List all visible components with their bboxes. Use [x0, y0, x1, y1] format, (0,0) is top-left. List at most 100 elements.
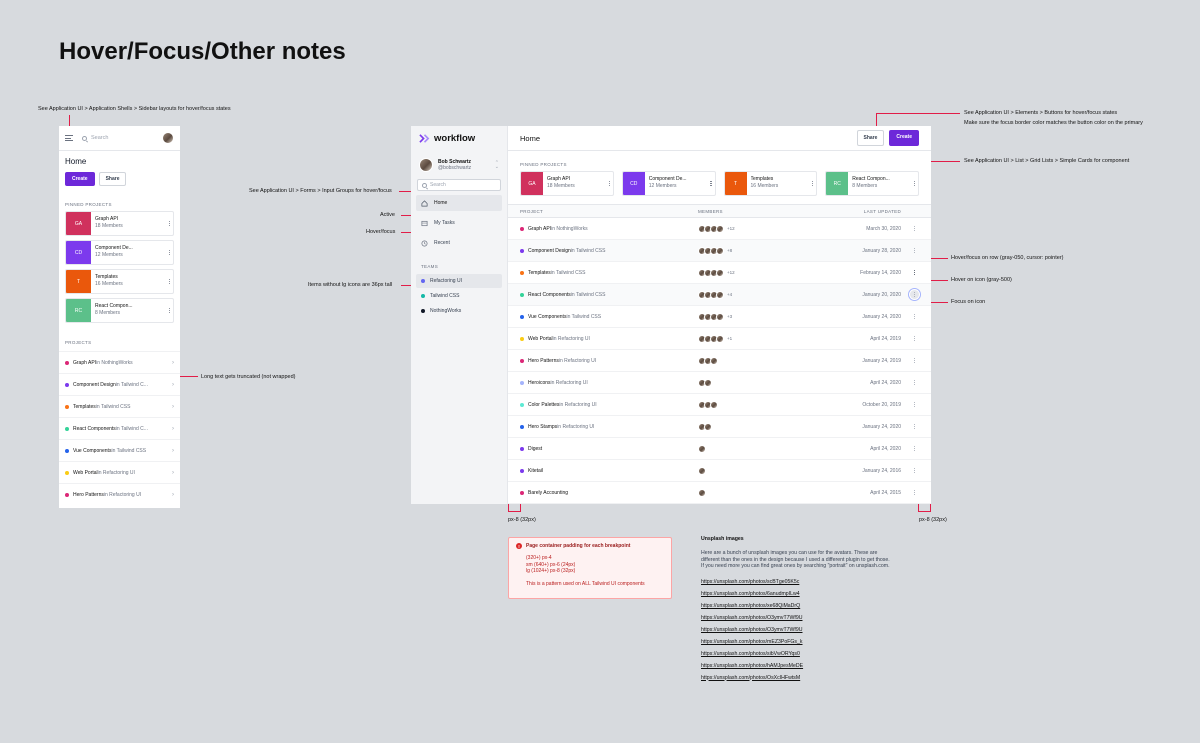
project-color-dot — [65, 360, 69, 365]
unsplash-link[interactable]: https://unsplash.com/photos/xe68QiMaDrQ — [701, 603, 801, 610]
project-name: Component De... — [648, 176, 687, 182]
search-placeholder: Search — [430, 182, 446, 188]
more-options-icon[interactable] — [910, 466, 919, 475]
table-row[interactable]: Component Design in Tailwind CSS +8 Januar… — [508, 240, 931, 262]
table-row[interactable]: Kitetail January 24, 2016 — [508, 460, 931, 482]
members-cell — [698, 400, 798, 409]
project-color-dot — [520, 292, 524, 297]
user-menu[interactable]: Bob Schwartz @bobschwartz ⌃ ⌄ — [411, 151, 507, 172]
list-item[interactable]: Component Design in Tailwind C... › — [59, 373, 180, 395]
more-options-icon[interactable] — [708, 172, 715, 195]
nav-item-my-tasks[interactable]: My Tasks — [416, 215, 502, 231]
list-item[interactable]: Templates in Tailwind CSS › — [59, 395, 180, 417]
more-options-icon[interactable] — [910, 224, 919, 233]
more-options-icon[interactable] — [809, 172, 816, 195]
project-members-count: 16 Members — [95, 281, 123, 287]
more-options-icon[interactable] — [606, 172, 613, 195]
sidebar-team-item[interactable]: Tailwind CSS — [416, 289, 502, 303]
search-input[interactable]: Search — [82, 135, 162, 141]
list-item[interactable]: Hero Patterns in Refactoring UI › — [59, 483, 180, 505]
share-button[interactable]: Share — [98, 172, 127, 186]
list-item[interactable]: Graph API in NothingWorks › — [59, 351, 180, 373]
nav-label: My Tasks — [434, 220, 455, 226]
table-row[interactable]: Barely Accounting April 24, 2015 — [508, 482, 931, 504]
more-options-icon[interactable] — [166, 212, 173, 235]
create-button[interactable]: Create — [889, 130, 919, 146]
table-row[interactable]: Digest April 24, 2020 — [508, 438, 931, 460]
table-row[interactable]: Hero Patterns in Refactoring UI January 2… — [508, 350, 931, 372]
more-options-icon[interactable] — [166, 270, 173, 293]
pinned-project-card[interactable]: RC React Compon... 8 Members — [65, 298, 174, 323]
table-row[interactable]: React Components in Tailwind CSS +4 Januar… — [508, 284, 931, 306]
unsplash-link[interactable]: https://unsplash.com/photos/O3ymvT7Wf9U — [701, 615, 803, 622]
list-item[interactable]: Web Portal in Refactoring UI › — [59, 461, 180, 483]
unsplash-links: https://unsplash.com/photos/scBTge05K5c h… — [701, 579, 931, 680]
sidebar-team-item[interactable]: NothingWorks — [416, 304, 502, 318]
more-options-icon[interactable] — [910, 246, 919, 255]
unsplash-link[interactable]: https://unsplash.com/photos/sibVwORYqs0 — [701, 650, 800, 657]
unsplash-link[interactable]: https://unsplash.com/photos/mEZ3PoFGs_k — [701, 638, 803, 645]
project-members-count: 12 Members — [95, 252, 123, 258]
member-avatar — [716, 268, 724, 277]
more-options-icon[interactable] — [910, 422, 919, 431]
unsplash-link[interactable]: https://unsplash.com/photos/OsXcIHFwtsM — [701, 674, 801, 681]
leader-line — [399, 191, 421, 192]
more-options-icon[interactable] — [166, 299, 173, 322]
pinned-project-card[interactable]: GA Graph API 18 Members — [520, 171, 614, 196]
pinned-project-card[interactable]: T Templates 16 Members — [65, 269, 174, 294]
nav-item-home[interactable]: Home — [416, 195, 502, 211]
table-row[interactable]: Heroicons in Refactoring UI April 24, 202… — [508, 372, 931, 394]
pinned-project-card[interactable]: T Templates 16 Members — [723, 171, 818, 196]
share-button[interactable]: Share — [856, 130, 885, 146]
pinned-project-card[interactable]: GA Graph API 18 Members — [65, 211, 174, 236]
table-row[interactable]: Vue Components in Tailwind CSS +3 January … — [508, 306, 931, 328]
unsplash-link[interactable]: https://unsplash.com/photos/scBTge05K5c — [701, 579, 800, 586]
nav-label: Home — [434, 200, 448, 206]
project-members-count: 18 Members — [547, 183, 575, 189]
leader-line — [520, 504, 521, 512]
project-color-dot — [520, 336, 524, 341]
project-color-dot — [65, 448, 69, 453]
members-cell — [698, 444, 798, 453]
more-options-icon[interactable] — [166, 241, 173, 264]
more-options-icon[interactable] — [910, 334, 919, 343]
more-options-icon[interactable] — [910, 290, 919, 299]
more-options-icon[interactable] — [910, 488, 919, 497]
pinned-project-card[interactable]: CD Component De... 12 Members — [621, 171, 716, 196]
logo[interactable]: workflow — [411, 126, 507, 151]
members-cell: +12 — [698, 224, 798, 233]
nav-item-recent[interactable]: Recent — [416, 235, 502, 251]
sidebar-search-input[interactable]: Search — [417, 179, 501, 191]
unsplash-link[interactable]: https://unsplash.com/photos/6anudmpILw4 — [701, 591, 800, 598]
pinned-project-card[interactable]: RC React Compon... 8 Members — [825, 171, 919, 196]
more-options-icon[interactable] — [910, 378, 919, 387]
members-cell — [698, 356, 798, 365]
more-options-icon[interactable] — [910, 312, 919, 321]
table-row[interactable]: Web Portal in Refactoring UI +1 April 24, … — [508, 328, 931, 350]
more-options-icon[interactable] — [910, 400, 919, 409]
note-px8-right: px-8 (32px) — [919, 517, 947, 523]
create-button[interactable]: Create — [65, 172, 95, 186]
more-options-icon[interactable] — [910, 268, 919, 277]
list-item[interactable]: Vue Components in Tailwind CSS › — [59, 439, 180, 461]
table-row[interactable]: Color Palettes in Refactoring UI October … — [508, 394, 931, 416]
leader-line — [918, 504, 919, 512]
list-item[interactable]: React Components in Tailwind C... › — [59, 417, 180, 439]
table-row[interactable]: Graph API in NothingWorks +12 March 30, 20… — [508, 218, 931, 240]
project-cell: Component Design in Tailwind CSS — [520, 248, 698, 254]
avatar[interactable] — [162, 132, 174, 144]
pinned-project-card[interactable]: CD Component De... 12 Members — [65, 240, 174, 265]
last-updated: April 24, 2019 — [870, 335, 901, 342]
menu-icon[interactable] — [65, 135, 73, 141]
note-items-without-icons: Items without lg icons are 36px tall — [308, 282, 393, 288]
table-row[interactable]: Hero Stamps in Refactoring UI January 24,… — [508, 416, 931, 438]
project-subtitle: in Refactoring UI — [559, 401, 597, 408]
sidebar-team-item[interactable]: Refactoring UI — [416, 274, 502, 288]
unsplash-link[interactable]: https://unsplash.com/photos/O3ymvT7Wf9U — [701, 626, 803, 633]
project-members-count: 8 Members — [852, 183, 878, 189]
more-options-icon[interactable] — [910, 356, 919, 365]
table-row[interactable]: Templates in Tailwind CSS +12 February 14,… — [508, 262, 931, 284]
more-options-icon[interactable] — [911, 172, 918, 195]
more-options-icon[interactable] — [910, 444, 919, 453]
unsplash-link[interactable]: https://unsplash.com/photos/hAMJpesMeDE — [701, 662, 804, 669]
